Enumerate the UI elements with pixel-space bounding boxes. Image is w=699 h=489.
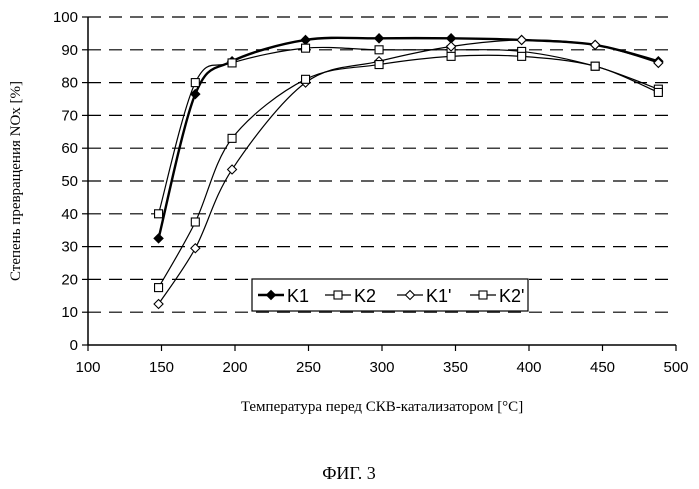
legend-label: K1' — [426, 286, 451, 306]
y-tick-label: 100 — [53, 9, 78, 26]
data-point — [591, 40, 600, 49]
data-point — [591, 62, 599, 70]
x-tick-label: 350 — [443, 359, 468, 376]
x-tick-label: 400 — [516, 359, 541, 376]
data-point — [447, 52, 455, 60]
data-point — [517, 35, 526, 44]
y-tick-label: 20 — [61, 271, 78, 288]
data-point — [228, 59, 236, 67]
y-tick-labels: 0 10 20 30 40 50 60 70 80 90 100 — [53, 9, 78, 354]
legend-swatch-marker — [479, 291, 487, 299]
y-tick-label: 70 — [61, 107, 78, 124]
figure-caption: ФИГ. 3 — [322, 463, 376, 483]
y-tick-label: 0 — [70, 337, 78, 354]
y-tick-label: 80 — [61, 75, 78, 92]
x-axis-label: Температура перед СКВ-катализатором [°C] — [241, 399, 523, 415]
data-point — [375, 46, 383, 54]
data-point — [301, 35, 310, 44]
data-point — [191, 79, 199, 87]
data-point — [191, 244, 200, 253]
data-point — [375, 34, 384, 43]
data-point — [191, 218, 199, 226]
legend-swatch-marker — [334, 291, 342, 299]
y-tick-label: 10 — [61, 304, 78, 321]
legend-label: K2 — [354, 286, 376, 306]
data-point — [654, 88, 662, 96]
data-point — [228, 165, 237, 174]
data-point — [155, 284, 163, 292]
y-tick-label: 60 — [61, 140, 78, 157]
y-axis-label: Степень превращения NOx [%] — [8, 81, 24, 281]
y-tick-label: 40 — [61, 206, 78, 223]
series-layer — [154, 34, 663, 309]
data-point — [302, 44, 310, 52]
data-point — [302, 75, 310, 83]
data-point — [155, 210, 163, 218]
series-line — [159, 47, 659, 213]
x-tick-label: 300 — [369, 359, 394, 376]
series-2 — [155, 44, 663, 218]
y-tick-label: 90 — [61, 42, 78, 59]
series-3 — [154, 35, 663, 308]
y-tick-label: 30 — [61, 239, 78, 256]
x-tick-label: 200 — [222, 359, 247, 376]
data-point — [154, 300, 163, 309]
y-tick-label: 50 — [61, 173, 78, 190]
x-tick-label: 500 — [663, 359, 688, 376]
x-tick-label: 150 — [149, 359, 174, 376]
data-point — [228, 134, 236, 142]
x-tick-labels: 100 150 200 250 300 350 400 450 500 — [75, 359, 688, 376]
data-point — [375, 61, 383, 69]
legend-label: K1 — [287, 286, 309, 306]
legend: K1 K2 K1' K2' — [252, 279, 528, 311]
x-tick-label: 450 — [590, 359, 615, 376]
x-tick-label: 250 — [296, 359, 321, 376]
x-tick-label: 100 — [75, 359, 100, 376]
data-point — [518, 52, 526, 60]
data-point — [154, 234, 163, 243]
legend-label: K2' — [499, 286, 524, 306]
